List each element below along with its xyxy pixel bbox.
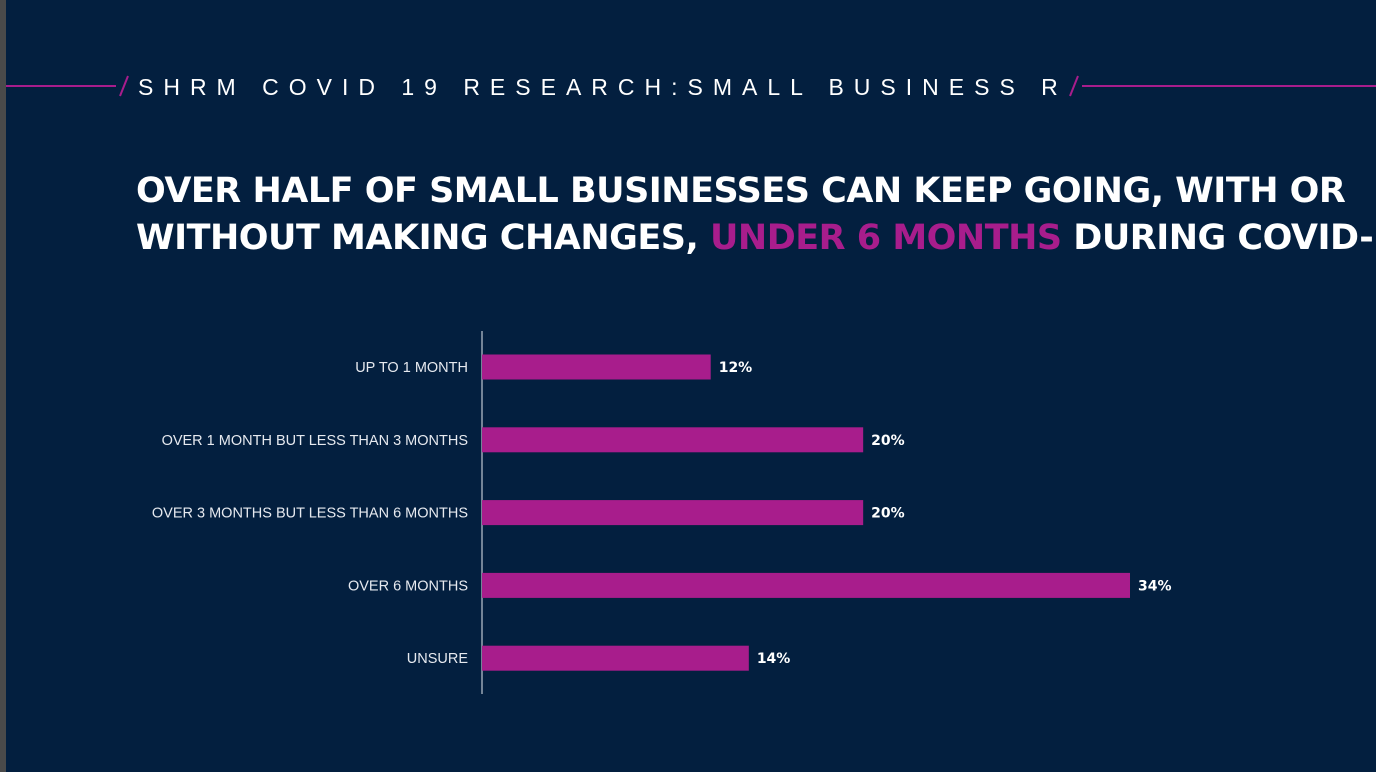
bar: [482, 500, 864, 526]
bar: [482, 354, 711, 380]
header-rule-left: [6, 85, 116, 87]
category-label: OVER 3 MONTHS BUT LESS THAN 6 MONTHS: [152, 506, 468, 522]
bar: [482, 645, 749, 671]
category-label: OVER 6 MONTHS: [348, 578, 468, 594]
header-slash-left: [119, 75, 129, 97]
header-slash-right: [1069, 75, 1079, 97]
section-header: SHRM COVID 19 RESEARCH:SMALL BUSINESS RE…: [138, 74, 1062, 100]
category-label: UNSURE: [407, 651, 469, 667]
bar-chart: UP TO 1 MONTH 12% OVER 1 MONTH BUT LESS TH…: [152, 331, 1172, 694]
bar: [482, 427, 864, 453]
headline-highlight: UNDER 6 MONTHS: [709, 218, 1062, 258]
headline: OVER HALF OF SMALL BUSINESSES CAN KEEP G…: [136, 168, 1376, 262]
headline-line-2-end: DURING COVID-19: [1073, 218, 1376, 258]
bar: [482, 572, 1130, 598]
value-label: 14%: [757, 651, 791, 667]
slide: SHRM COVID 19 RESEARCH:SMALL BUSINESS RE…: [6, 0, 1376, 772]
value-label: 20%: [871, 506, 905, 522]
value-label: 34%: [1138, 578, 1172, 594]
value-label: 20%: [871, 433, 905, 449]
category-label: OVER 1 MONTH BUT LESS THAN 3 MONTHS: [162, 433, 468, 449]
headline-line-1: OVER HALF OF SMALL BUSINESSES CAN KEEP G…: [136, 171, 1346, 211]
header-rule-right: [1082, 85, 1376, 87]
value-label: 12%: [719, 360, 753, 376]
category-label: UP TO 1 MONTH: [355, 360, 468, 376]
headline-line-2: WITHOUT MAKING CHANGES, UNDER 6 MONTHS D…: [136, 215, 1376, 262]
headline-line-2-start: WITHOUT MAKING CHANGES,: [136, 218, 699, 258]
